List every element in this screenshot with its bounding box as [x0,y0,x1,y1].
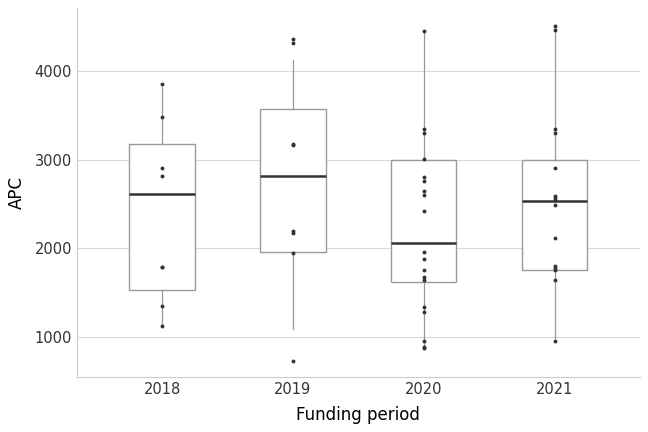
Bar [130,144,195,290]
X-axis label: Funding period: Funding period [296,406,421,424]
Bar [260,109,326,252]
Y-axis label: APC: APC [8,176,27,210]
Bar [522,159,587,270]
Bar [391,159,456,282]
